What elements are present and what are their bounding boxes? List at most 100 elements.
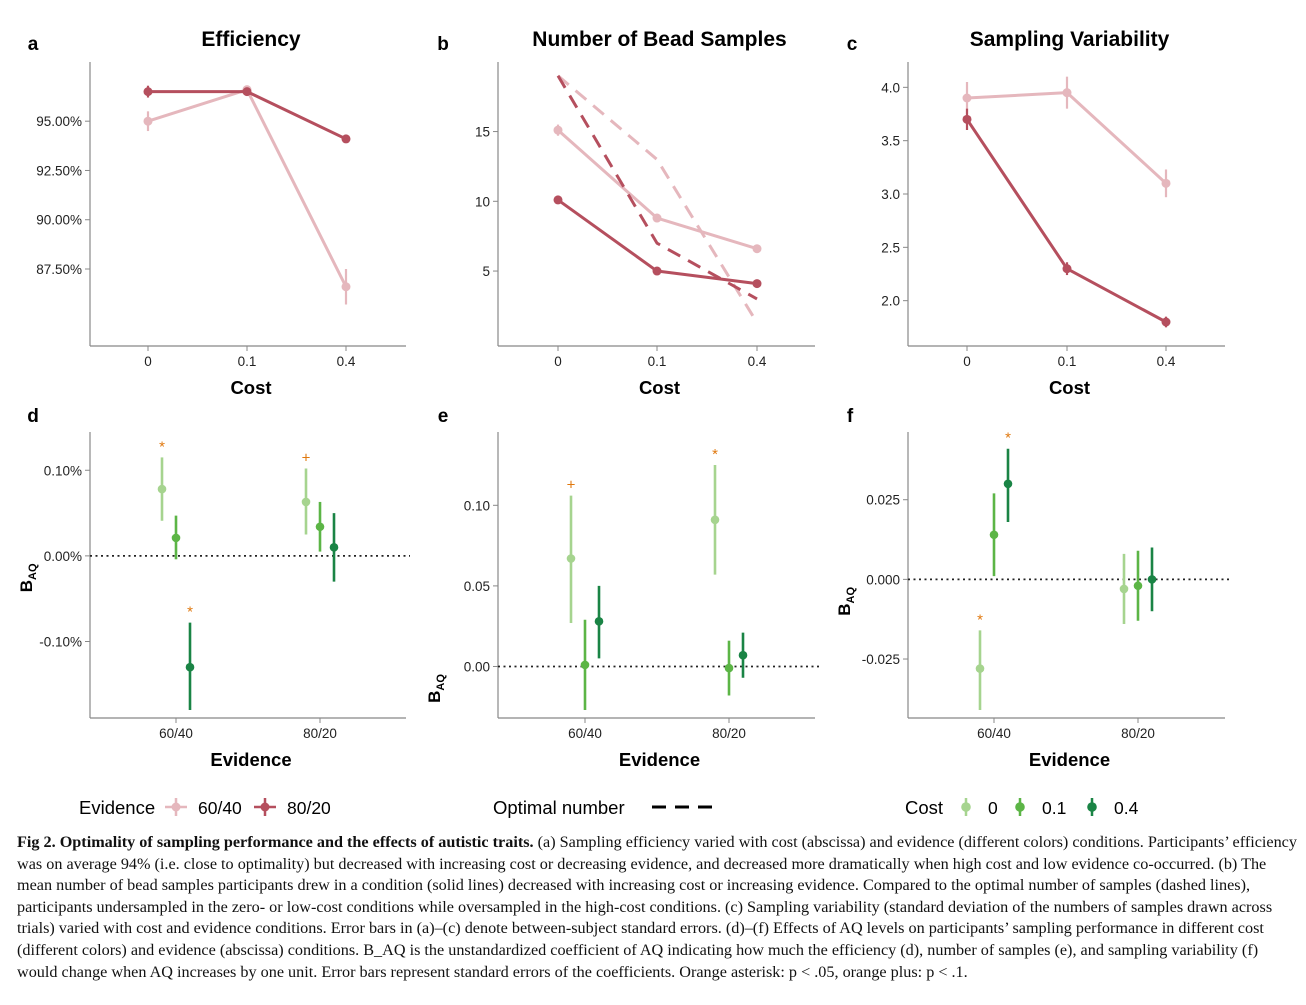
panel-f-ylabel-main: B xyxy=(835,603,854,615)
panel-f-ylabel-sub: AQ xyxy=(845,587,857,604)
panel-b-ytick-label: 15 xyxy=(475,125,490,140)
panel-d-significance-mark: * xyxy=(187,604,193,621)
panel-a-data-point xyxy=(341,134,351,144)
panel-e-significance-mark: + xyxy=(567,477,576,494)
panel-f-data-point xyxy=(1147,575,1157,584)
panel-c-ytick-label: 2.0 xyxy=(881,294,900,309)
panel-d-data-point xyxy=(329,543,339,552)
legend-optimal-title: Optimal number xyxy=(493,797,625,818)
panel-b-xtick-label: 0 xyxy=(554,354,562,369)
panel-b-letter: b xyxy=(437,34,449,55)
panel-e-ylabel-sub: AQ xyxy=(435,674,447,691)
panel-a-series-line xyxy=(147,88,348,288)
panel-e-xlabel: Evidence xyxy=(619,749,700,770)
legend-cost-title: Cost xyxy=(905,797,943,818)
panel-f-data-point xyxy=(1003,479,1013,489)
panel-f-data-point xyxy=(1133,581,1143,591)
legend-evidence-key-dot xyxy=(260,802,270,812)
legend-cost-label: 0.1 xyxy=(1042,798,1066,818)
panel-b-ytick-label: 10 xyxy=(475,194,490,209)
panel-a-data-point xyxy=(242,87,252,97)
panel-f-xlabel: Evidence xyxy=(1029,749,1110,770)
panel-b-xtick-label: 0.1 xyxy=(648,354,667,369)
panel-a-ytick-label: 90.00% xyxy=(36,213,82,228)
panel-d-xtick-label: 80/20 xyxy=(303,726,337,741)
panel-b-xtick-label: 0.4 xyxy=(748,354,767,369)
panel-a-letter: a xyxy=(28,34,39,55)
panel-e-data-point xyxy=(738,650,748,660)
panel-f-xtick-label: 60/40 xyxy=(977,726,1011,741)
panel-c-data-point xyxy=(962,114,972,124)
panel-d-xlabel: Evidence xyxy=(210,749,291,770)
panel-e-xtick-label: 80/20 xyxy=(712,726,746,741)
panel-d-letter: d xyxy=(27,406,39,427)
panel-d-data-point xyxy=(301,497,311,507)
panel-b-xlabel: Cost xyxy=(639,377,680,398)
panel-f-ytick-label: -0.025 xyxy=(862,652,900,667)
panel-a-data-point xyxy=(143,87,153,97)
panel-d-significance-mark: + xyxy=(302,450,311,467)
panel-b-data-point xyxy=(652,266,662,276)
panel-c-title: Sampling Variability xyxy=(970,28,1170,51)
panel-a-series-line xyxy=(148,90,347,141)
panel-d-ytick-label: 0.10% xyxy=(44,463,82,478)
panel-d-data-point xyxy=(315,522,325,532)
panel-c-xtick-label: 0.1 xyxy=(1058,354,1077,369)
panel-d-data-point xyxy=(157,484,167,494)
panel-a-xtick-label: 0 xyxy=(144,354,152,369)
panel-c-xlabel: Cost xyxy=(1049,377,1090,398)
panel-e-ylabel: BAQ xyxy=(425,674,447,703)
panel-d-xtick-label: 60/40 xyxy=(159,726,193,741)
legend-evidence-title: Evidence xyxy=(79,797,155,818)
panel-f-data-point xyxy=(1119,584,1129,594)
panel-d-ylabel-main: B xyxy=(17,580,36,592)
panel-d-ytick-label: -0.10% xyxy=(39,635,82,650)
panel-b-data-point xyxy=(652,213,662,223)
panel-f-letter: f xyxy=(847,406,854,427)
panel-b-title: Number of Bead Samples xyxy=(532,28,786,51)
panel-c-data-point xyxy=(1161,317,1171,327)
caption-heading: Fig 2. Optimality of sampling performanc… xyxy=(17,833,534,851)
panel-e-xtick-label: 60/40 xyxy=(568,726,602,741)
panel-c-letter: c xyxy=(847,34,858,55)
panel-a-data-point xyxy=(143,116,153,126)
panel-e-data-point xyxy=(566,554,576,563)
panel-d-ytick-label: 0.00% xyxy=(44,549,82,564)
panel-c-ytick-label: 3.0 xyxy=(881,187,900,202)
panel-f-ytick-label: 0.025 xyxy=(866,493,900,508)
panel-f-data-point xyxy=(975,664,985,673)
panel-c-data-point xyxy=(1062,264,1072,274)
panel-a-ytick-label: 87.50% xyxy=(36,262,82,277)
panel-b-series-line xyxy=(557,129,758,251)
panel-d-data-point xyxy=(171,533,181,543)
panel-d-significance-mark: * xyxy=(159,438,165,455)
panel-a-xtick-label: 0.4 xyxy=(337,354,356,369)
panel-c-data-point xyxy=(962,93,972,103)
panel-c-ytick-label: 4.0 xyxy=(881,80,900,95)
panel-f-ylabel: BAQ xyxy=(835,587,857,616)
panel-a-xlabel: Cost xyxy=(230,377,271,398)
legend-cost-key-dot xyxy=(961,802,971,812)
legend-cost-label: 0.4 xyxy=(1114,798,1139,818)
panel-c-ytick-label: 3.5 xyxy=(881,134,900,149)
panel-b-data-point xyxy=(752,244,762,254)
panel-e-data-point xyxy=(724,663,734,673)
legend-cost-label: 0 xyxy=(988,798,998,818)
panel-f-ytick-label: 0.000 xyxy=(866,572,900,587)
legend-evidence-label: 80/20 xyxy=(287,798,331,818)
panel-b-data-point xyxy=(553,195,563,205)
panel-e-ytick-label: 0.10 xyxy=(464,498,490,513)
figure-caption: Fig 2. Optimality of sampling performanc… xyxy=(17,832,1297,983)
panel-a-data-point xyxy=(341,282,351,292)
panel-e-significance-mark: * xyxy=(712,446,718,463)
panel-e-ytick-label: 0.00 xyxy=(464,659,490,674)
panel-f-xtick-label: 80/20 xyxy=(1121,726,1155,741)
panel-a-ytick-label: 95.00% xyxy=(36,114,82,129)
panel-c-ytick-label: 2.5 xyxy=(881,240,900,255)
panel-f-significance-mark: * xyxy=(1005,430,1011,447)
panel-f-significance-mark: * xyxy=(977,611,983,628)
panel-b-data-point xyxy=(553,125,563,135)
panel-b-data-point xyxy=(752,279,762,289)
panel-e-data-point xyxy=(594,617,604,626)
